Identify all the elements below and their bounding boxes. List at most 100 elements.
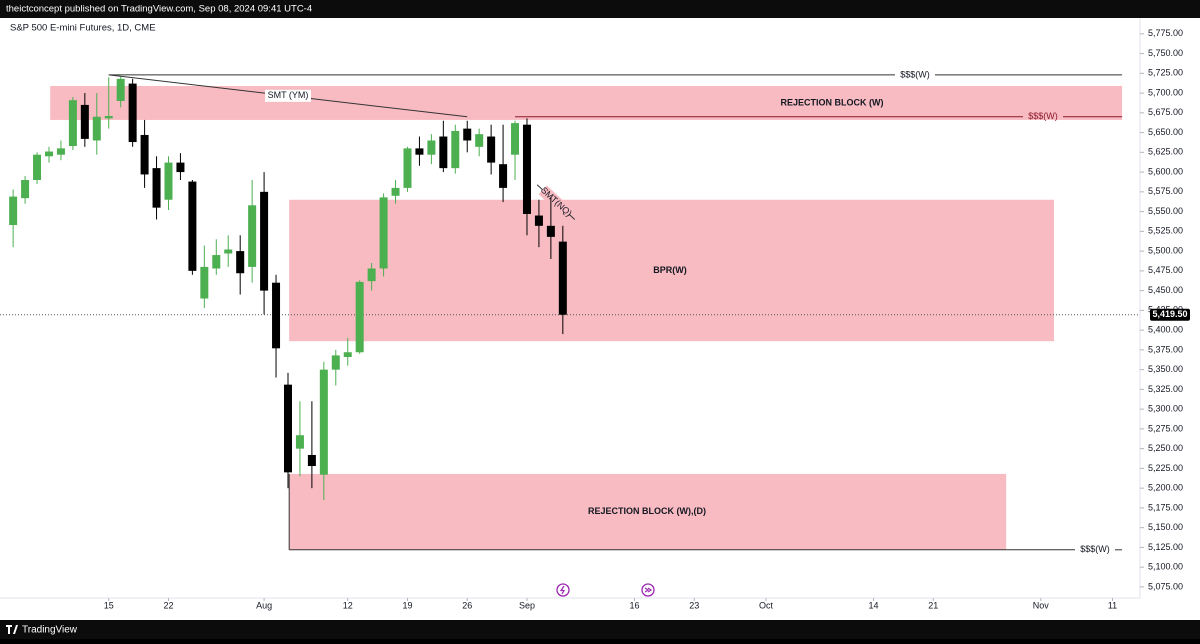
event-icon-glyph	[559, 585, 566, 595]
x-tick-label: 12	[343, 600, 353, 610]
candle-body	[260, 191, 269, 291]
y-tick-label: 5,125.00	[1148, 542, 1183, 552]
x-tick-label: 11	[1108, 600, 1117, 610]
event-icon[interactable]	[641, 583, 655, 597]
last-price-tag	[1150, 308, 1190, 321]
candle	[116, 76, 125, 108]
candle-body	[212, 255, 221, 269]
symbol-title: S&P 500 E-mini Futures, 1D, CME	[10, 23, 156, 34]
x-tick-label: 19	[402, 600, 412, 610]
y-tick-label: 5,450.00	[1148, 285, 1183, 295]
candle	[56, 140, 65, 161]
candle-body	[499, 164, 508, 188]
y-tick-label: 5,325.00	[1148, 384, 1183, 394]
candle	[511, 120, 520, 180]
candle-body	[44, 151, 53, 157]
x-tick-label: Nov	[1033, 600, 1050, 610]
candle-body	[511, 123, 520, 155]
candle	[68, 97, 77, 150]
candle	[188, 179, 197, 275]
candle	[140, 119, 149, 188]
candle-body	[272, 282, 281, 349]
y-tick-label: 5,150.00	[1148, 522, 1183, 532]
candle-body	[9, 196, 18, 226]
candle-body	[487, 136, 496, 163]
y-tick-label: 5,750.00	[1148, 48, 1183, 58]
candle	[283, 372, 292, 489]
y-tick-label: 5,650.00	[1148, 127, 1183, 137]
candle	[427, 134, 436, 165]
candle	[307, 401, 316, 489]
y-tick-label: 5,700.00	[1148, 87, 1183, 97]
candle-body	[307, 454, 316, 467]
candle	[534, 199, 543, 248]
candle-body	[200, 266, 209, 299]
candle-body	[283, 384, 292, 473]
zone	[50, 85, 1123, 120]
zone-label: REJECTION BLOCK (W)	[781, 97, 884, 107]
candle-body	[68, 100, 77, 147]
y-tick-label: 5,175.00	[1148, 502, 1183, 512]
y-tick-label: 5,625.00	[1148, 147, 1183, 157]
candle-body	[331, 355, 340, 370]
candle	[522, 118, 531, 236]
candle-body	[534, 215, 543, 226]
candle	[92, 93, 101, 155]
candle-body	[80, 104, 89, 139]
candle	[44, 146, 53, 163]
trendline-label-bg	[264, 89, 311, 102]
candle-body	[21, 179, 30, 199]
candle	[272, 274, 281, 378]
candle	[248, 179, 257, 283]
candle-body	[463, 128, 472, 141]
candle	[164, 156, 173, 211]
candle-body	[427, 140, 436, 155]
candle-body	[355, 281, 364, 353]
candle	[475, 128, 484, 157]
candle	[200, 245, 209, 308]
candle-body	[104, 115, 113, 119]
y-tick-label: 5,775.00	[1148, 28, 1183, 38]
brand-name: TradingView	[22, 625, 78, 636]
x-tick-label: 26	[462, 600, 472, 610]
y-tick-label: 5,575.00	[1148, 186, 1183, 196]
x-tick-label: 14	[869, 600, 879, 610]
trendline-label-bg	[538, 185, 574, 219]
candle-body	[415, 148, 424, 155]
y-tick-label: 5,550.00	[1148, 206, 1183, 216]
y-tick-label: 5,350.00	[1148, 364, 1183, 374]
candle-body	[475, 134, 484, 147]
candle	[224, 235, 233, 267]
candle	[21, 176, 30, 204]
candle-body	[248, 205, 257, 267]
candle	[343, 338, 352, 366]
zone	[289, 473, 1007, 550]
event-icon[interactable]	[556, 583, 570, 597]
candle	[546, 197, 555, 260]
x-tick-label: 23	[689, 600, 699, 610]
zone-label: BPR(W)	[653, 265, 687, 275]
candle	[104, 77, 113, 129]
candle-body	[56, 148, 65, 155]
candle	[451, 124, 460, 174]
y-tick-label: 5,300.00	[1148, 404, 1183, 414]
brand: TradingView	[6, 625, 78, 636]
candle	[33, 152, 42, 184]
publisher: theictconcept published on TradingView.c…	[6, 4, 312, 15]
candle	[487, 124, 496, 175]
brand-logo	[6, 625, 18, 634]
candle-body	[319, 369, 328, 475]
candle	[439, 120, 448, 173]
candle-body	[116, 78, 125, 101]
y-tick-label: 5,675.00	[1148, 107, 1183, 117]
candle-body	[295, 435, 304, 449]
x-tick-label: 21	[928, 600, 938, 610]
candle	[367, 262, 376, 291]
event-icon-glyph	[644, 587, 653, 593]
y-tick-label: 5,400.00	[1148, 325, 1183, 335]
candle-body	[522, 124, 531, 214]
y-tick-label: 5,375.00	[1148, 344, 1183, 354]
candle	[463, 120, 472, 153]
